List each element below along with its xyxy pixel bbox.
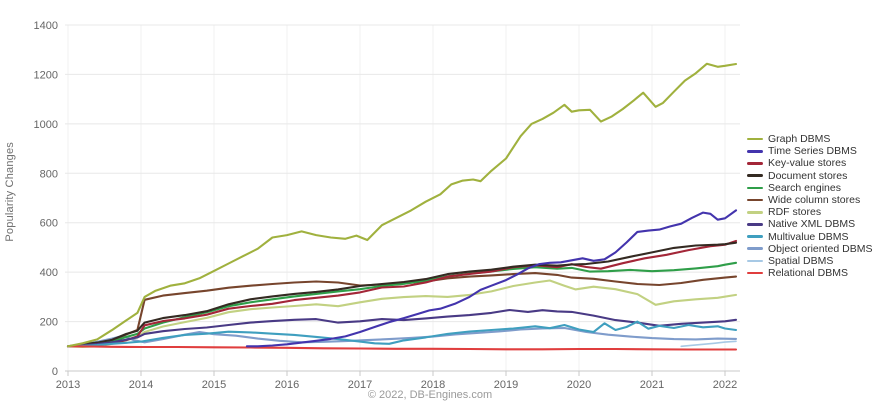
legend-swatch-icon [747,259,763,263]
y-tick-label: 1200 [34,69,58,81]
x-tick-label: 2018 [421,379,445,391]
legend-label: Native XML DBMS [768,218,856,231]
legend-item-key-value-stores[interactable]: Key-value stores [747,157,872,169]
y-tick-label: 400 [40,267,58,279]
legend-swatch-icon [747,271,763,275]
series-line-rdf-stores [66,279,738,349]
x-tick-label: 2013 [56,379,80,391]
legend-swatch-icon [747,162,763,165]
legend-swatch-icon [747,149,763,153]
legend-label: RDF stores [768,206,822,219]
legend-item-rdf-stores[interactable]: RDF stores [747,206,872,218]
series-line-relational-dbms [66,345,738,351]
series-line-native-xml-dbms [66,308,738,348]
x-tick-label: 2021 [640,379,664,391]
legend-swatch-icon [747,174,763,177]
series-line-document-stores [66,241,738,348]
y-axis-title: Popularity Changes [4,142,16,242]
legend-item-document-stores[interactable]: Document stores [747,170,872,182]
series-line-spatial-dbms [680,340,737,348]
copyright-text: © 2022, DB-Engines.com [367,389,493,401]
legend-label: Spatial DBMS [768,254,834,267]
y-tick-label: 600 [40,218,58,230]
series-line-search-engines [66,261,738,348]
y-tick-label: 0 [52,366,58,378]
y-tick-label: 200 [40,317,58,329]
legend-item-time-series-dbms[interactable]: Time Series DBMS [747,145,872,157]
series-line-time-series-dbms [245,209,738,348]
x-tick-label: 2020 [567,379,591,391]
legend-item-native-xml-dbms[interactable]: Native XML DBMS [747,218,872,230]
series-line-multivalue-dbms [66,320,738,348]
legend-label: Search engines [768,181,841,194]
legend-label: Graph DBMS [768,133,831,145]
legend-swatch-icon [747,223,763,226]
legend-label: Time Series DBMS [768,145,857,158]
legend-item-wide-column-stores[interactable]: Wide column stores [747,194,872,206]
x-tick-label: 2019 [494,379,518,391]
legend-label: Multivalue DBMS [768,230,849,243]
legend-item-graph-dbms[interactable]: Graph DBMS [747,133,872,145]
x-tick-label: 2016 [275,379,299,391]
legend-label: Document stores [768,169,848,182]
legend-swatch-icon [747,137,763,141]
legend-swatch-icon [747,198,763,202]
legend-swatch-icon [747,210,763,214]
legend-item-spatial-dbms[interactable]: Spatial DBMS [747,255,872,267]
legend-item-relational-dbms[interactable]: Relational DBMS [747,267,872,279]
legend-label: Key-value stores [768,157,847,170]
y-tick-label: 800 [40,168,58,180]
series-line-key-value-stores [66,239,738,348]
x-tick-label: 2022 [713,379,737,391]
series-line-graph-dbms [66,62,738,348]
legend-label: Wide column stores [768,193,861,206]
legend-swatch-icon [747,186,763,190]
x-tick-label: 2014 [129,379,153,391]
y-tick-label: 1400 [34,20,58,32]
x-tick-label: 2015 [202,379,226,391]
legend: Graph DBMS Time Series DBMS Key-value stor… [747,133,872,279]
legend-swatch-icon [747,247,763,251]
x-tick-label: 2017 [348,379,372,391]
legend-item-search-engines[interactable]: Search engines [747,182,872,194]
y-tick-label: 1000 [34,119,58,131]
legend-label: Relational DBMS [768,267,848,280]
legend-swatch-icon [747,235,763,238]
legend-item-multivalue-dbms[interactable]: Multivalue DBMS [747,231,872,243]
legend-item-object-oriented-dbms[interactable]: Object oriented DBMS [747,243,872,255]
legend-label: Object oriented DBMS [768,242,873,255]
